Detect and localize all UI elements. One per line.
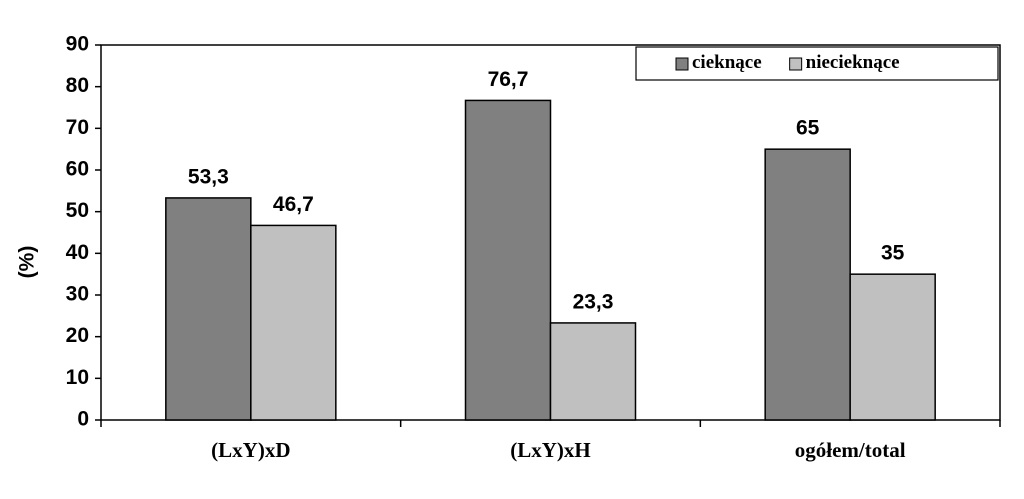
legend-label: niecieknące (806, 52, 900, 73)
y-tick-label: 80 (66, 74, 89, 97)
y-tick-label: 40 (66, 241, 89, 264)
y-tick-label: 30 (66, 283, 89, 306)
y-axis-label: (%) (16, 246, 39, 279)
y-tick-label: 0 (77, 408, 89, 431)
x-tick-label: (LxY)xD (211, 438, 290, 462)
value-label: 53,3 (188, 165, 229, 188)
bar (549, 322, 637, 421)
bar (464, 99, 552, 421)
value-label: 46,7 (273, 193, 314, 216)
bar (165, 197, 252, 421)
value-label: 76,7 (488, 68, 529, 91)
value-label: 23,3 (573, 290, 614, 313)
y-tick-label: 70 (66, 116, 89, 139)
y-tick-label: 20 (66, 324, 89, 347)
legend-label: cieknące (692, 52, 762, 73)
bar (849, 273, 936, 421)
y-tick-label: 50 (66, 199, 89, 222)
bar (764, 148, 851, 421)
legend-swatch (789, 57, 803, 71)
legend-box (635, 46, 999, 81)
y-tick-label: 90 (66, 33, 89, 56)
x-tick-label: ogółem/total (795, 438, 906, 462)
value-label: 35 (881, 242, 905, 265)
x-tick-label: (LxY)xH (510, 438, 591, 462)
value-label: 65 (796, 117, 820, 140)
legend-swatch (675, 57, 689, 71)
bar (250, 224, 337, 421)
y-tick-label: 10 (66, 366, 89, 389)
y-tick-label: 60 (66, 158, 89, 181)
